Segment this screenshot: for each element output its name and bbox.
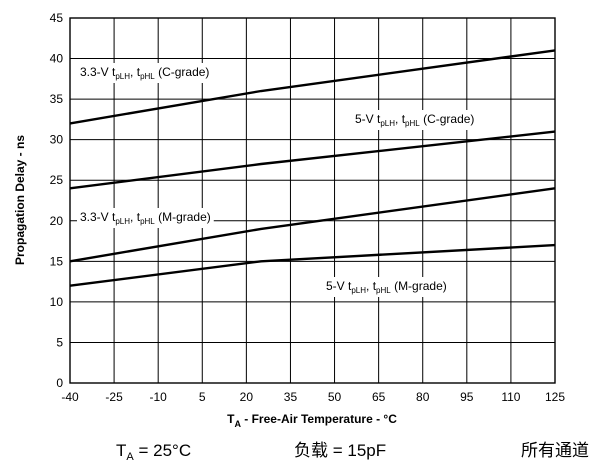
series-label-text: 3.3-V tpLH, tpHL (M-grade) xyxy=(80,210,211,226)
series-label-text: 5-V tpLH, tpHL (M-grade) xyxy=(326,279,447,295)
series-label-sub: pLH xyxy=(115,217,130,226)
series-label-sub: pLH xyxy=(380,119,395,128)
series-label-sub: pHL xyxy=(140,217,155,226)
y-tick-label: 40 xyxy=(50,52,64,66)
y-tick-label: 20 xyxy=(50,214,64,228)
footer-load: 负载 = 15pF xyxy=(294,441,386,461)
series-label-suffix: (C-grade) xyxy=(155,65,210,79)
x-tick-label: -10 xyxy=(150,390,168,404)
series-line-0 xyxy=(69,49,556,125)
series-label-prefix: 3.3-V t xyxy=(80,65,116,79)
series-label-bg xyxy=(323,277,450,297)
series-label-text: 3.3-V tpLH, tpHL (C-grade) xyxy=(80,65,209,81)
series-label-bg xyxy=(352,110,478,130)
series-lines xyxy=(69,49,556,287)
series-line-2 xyxy=(69,187,556,263)
x-tick-label: 125 xyxy=(545,390,565,404)
series-line-3 xyxy=(69,243,556,287)
x-axis-label-sub: A xyxy=(234,419,241,429)
series-label-suffix: (M-grade) xyxy=(155,210,211,224)
footer-load-value: = 15pF xyxy=(328,441,386,460)
series-label-mid: , t xyxy=(130,65,141,79)
y-tick-label: 0 xyxy=(56,376,63,390)
series-label-sub: pLH xyxy=(115,72,130,81)
series-label-mid: , t xyxy=(366,279,377,293)
x-tick-label: 5 xyxy=(199,390,206,404)
y-tick-label: 30 xyxy=(50,133,64,147)
plot-frame xyxy=(69,17,556,384)
y-tick-label: 15 xyxy=(50,254,64,268)
footer-channels: 所有通道 xyxy=(521,441,589,461)
series-label-sub: pHL xyxy=(376,286,391,295)
series-label-prefix: 5-V t xyxy=(355,112,381,126)
series-label-suffix: (M-grade) xyxy=(391,279,447,293)
x-tick-label: -25 xyxy=(105,390,123,404)
y-tick-labels: 0 5 10 15 20 25 30 35 40 45 xyxy=(50,11,64,390)
x-tick-label: 95 xyxy=(460,390,474,404)
series-label-sub: pHL xyxy=(405,119,420,128)
footer-condition-rest: = 25°C xyxy=(134,441,191,460)
footer-condition-main: T xyxy=(116,441,126,460)
footer-condition: TA = 25°C xyxy=(116,441,191,463)
y-tick-label: 45 xyxy=(50,11,64,25)
series-label-suffix: (C-grade) xyxy=(420,112,475,126)
series-label-prefix: 5-V t xyxy=(326,279,352,293)
x-axis-label: TA - Free-Air Temperature - °C xyxy=(227,412,397,429)
series-label-sub: pHL xyxy=(140,72,155,81)
y-tick-label: 5 xyxy=(56,335,63,349)
y-tick-label: 10 xyxy=(50,295,64,309)
series-label-mid: , t xyxy=(130,210,141,224)
series-label-sub: pLH xyxy=(351,286,366,295)
y-tick-label: 35 xyxy=(50,92,64,106)
y-axis-label: Propagation Delay - ns xyxy=(13,135,27,265)
series-label-text: 5-V tpLH, tpHL (C-grade) xyxy=(355,112,474,128)
series-label-bg xyxy=(77,63,213,83)
x-tick-label: 50 xyxy=(328,390,342,404)
footer-load-label: 负载 xyxy=(294,441,328,461)
series-label-m-grade-5v: 5-V tpLH, tpHL (M-grade) xyxy=(323,277,450,297)
x-tick-label: 110 xyxy=(501,390,520,404)
x-tick-label: -40 xyxy=(61,390,79,404)
y-tick-label: 25 xyxy=(50,173,64,187)
series-label-prefix: 3.3-V t xyxy=(80,210,116,224)
x-tick-label: 80 xyxy=(416,390,430,404)
series-label-bg xyxy=(77,208,214,228)
x-tick-label: 35 xyxy=(284,390,298,404)
footer-condition-sub: A xyxy=(126,451,134,463)
x-tick-labels: -40 -25 -10 5 20 35 50 65 80 95 110 125 xyxy=(61,390,565,404)
x-axis-label-rest: - Free-Air Temperature - °C xyxy=(241,412,397,426)
series-label-c-grade-5v: 5-V tpLH, tpHL (C-grade) xyxy=(352,110,478,130)
x-tick-label: 20 xyxy=(240,390,254,404)
series-line-1 xyxy=(69,130,556,190)
x-axis-label-main: T xyxy=(227,412,235,426)
series-label-m-grade-3v3: 3.3-V tpLH, tpHL (M-grade) xyxy=(77,208,214,228)
x-tick-label: 65 xyxy=(372,390,386,404)
series-label-mid: , t xyxy=(395,112,406,126)
series-label-c-grade-3v3: 3.3-V tpLH, tpHL (C-grade) xyxy=(77,63,213,83)
